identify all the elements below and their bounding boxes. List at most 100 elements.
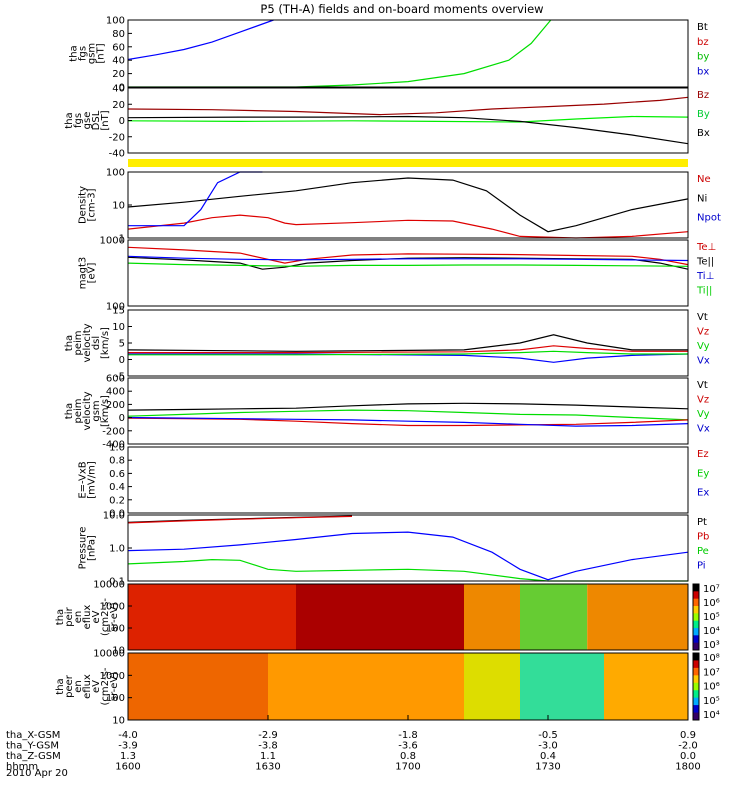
- y-tick-label: 0.0: [109, 509, 125, 520]
- y-tick-label: 60: [112, 42, 125, 53]
- colorbar-tick-label: 10⁶: [703, 598, 720, 609]
- xaxis-value: 1.1: [260, 751, 276, 762]
- legend-Te||: Te||: [696, 257, 714, 268]
- colorbar-tick-label: 10⁶: [703, 682, 720, 693]
- y-tick-label: 0.8: [109, 456, 125, 467]
- y-axis-label: velocity: [82, 323, 93, 362]
- xaxis-value: -3.9: [118, 741, 138, 752]
- y-tick-label: 10.0: [103, 511, 125, 522]
- y-axis-label: [km/s]: [100, 395, 111, 427]
- y-axis-label: velocity: [82, 391, 93, 430]
- xaxis-row-label: tha_Z-GSM: [6, 751, 61, 762]
- xaxis-value: -3.8: [258, 741, 278, 752]
- y-axis-label: tha: [55, 609, 66, 625]
- colorbar-tick-label: 10⁸: [703, 653, 720, 664]
- y-axis-label: tha: [64, 403, 75, 419]
- legend-Vx: Vx: [697, 356, 710, 367]
- y-axis-label: en: [73, 611, 84, 624]
- colorbar-segment: [693, 705, 699, 714]
- y-tick-label: 100: [106, 16, 125, 27]
- colorbar-segment: [693, 635, 699, 644]
- xaxis-value: -4.0: [118, 730, 138, 741]
- series-Vt: [127, 334, 688, 352]
- legend-By: By: [697, 109, 710, 120]
- legend-Ti||: Ti||: [696, 286, 712, 297]
- y-tick-label: 400: [106, 387, 125, 398]
- colorbar: 10⁷ 10⁶ 10⁵ 10⁴ 10³: [692, 583, 720, 651]
- series-bx: [127, 19, 274, 61]
- legend-Vz: Vz: [697, 395, 709, 406]
- colorbar-segment: [693, 620, 699, 629]
- y-tick-label: 10: [112, 322, 125, 333]
- series-Ni: [127, 177, 689, 233]
- series-Vy: [128, 350, 688, 356]
- y-tick-label: 20: [112, 100, 125, 111]
- y-tick-label: 0.4: [109, 482, 125, 493]
- y-tick-label: 100: [106, 693, 125, 704]
- xaxis-value: 0.0: [680, 751, 696, 762]
- y-axis-label: [nPa]: [87, 535, 98, 561]
- panel-efield: 1.0 0.8 0.6 0.4 0.2 0.0 E=-VxB[mV/m] Ez Ey Ex: [78, 443, 710, 520]
- legend-Bz: Bz: [697, 90, 709, 101]
- plot-title: P5 (TH-A) fields and on-board moments ov…: [260, 2, 543, 16]
- panel-frame: [127, 514, 689, 582]
- colorbar-tick-label: 10³: [703, 640, 720, 651]
- colorbar-tick-label: 10⁷: [703, 584, 720, 595]
- y-axis-label: peim: [73, 398, 84, 423]
- y-tick-label: -5: [115, 372, 125, 383]
- spectrogram-region: [128, 653, 268, 720]
- legend-Ez: Ez: [697, 449, 709, 460]
- series-Te⊥: [127, 246, 689, 266]
- series-Bx: [127, 115, 689, 145]
- date-label: 2010 Apr 20: [6, 768, 68, 779]
- y-axis-label: eV: [91, 680, 102, 693]
- panel-ion-spectrogram: 10⁷ 10⁶ 10⁵ 10⁴ 10³ 10000 1000 100 10 thapeirenef…: [55, 580, 720, 657]
- legend-Te⊥: Te⊥: [696, 242, 716, 253]
- series-Vt: [127, 402, 689, 411]
- legend-Vy: Vy: [697, 341, 710, 352]
- colorbar-segment: [693, 584, 699, 592]
- series-Vx: [127, 416, 689, 427]
- panel-frame: [127, 377, 689, 445]
- colorbar-segment: [693, 667, 699, 676]
- xaxis-value: 1600: [115, 762, 140, 773]
- y-tick-label: 100: [106, 168, 125, 179]
- y-tick-label: 0: [119, 413, 125, 424]
- y-tick-label: -40: [109, 149, 125, 160]
- series-Npot: [128, 171, 263, 227]
- y-tick-label: 15: [112, 306, 125, 317]
- y-axis-label: (cm2-s-: [100, 667, 111, 705]
- xaxis-value: 0.4: [540, 751, 556, 762]
- y-axis-label: peim: [73, 330, 84, 355]
- colorbar-tick-label: 10⁴: [703, 710, 720, 721]
- colorbar-segment: [693, 690, 699, 699]
- colorbar-segment: [693, 712, 699, 721]
- y-tick-label: 200: [106, 400, 125, 411]
- xaxis-value: 1800: [675, 762, 700, 773]
- y-tick-label: 0.1: [109, 577, 125, 588]
- xaxis-row-label: hhmm: [6, 762, 38, 773]
- y-tick-label: 80: [112, 29, 125, 40]
- legend-Ey: Ey: [697, 468, 709, 479]
- xaxis-value: -2.9: [258, 730, 278, 741]
- y-tick-label: 1.0: [109, 544, 125, 555]
- series-Pi: [127, 531, 689, 581]
- spectrogram-region: [268, 653, 464, 720]
- y-tick-label: 10000: [93, 580, 125, 591]
- y-axis-label: DSL: [91, 110, 102, 130]
- legend-Vy: Vy: [697, 409, 710, 420]
- y-axis-label: gsm: [91, 400, 102, 421]
- series-By: [127, 115, 689, 123]
- y-tick-label: 20: [112, 69, 125, 80]
- y-tick-label: 1: [119, 234, 125, 245]
- legend-Ti⊥: Ti⊥: [696, 271, 714, 282]
- series-Vy: [127, 409, 689, 421]
- y-tick-label: 0: [119, 83, 125, 94]
- series-Pb: [127, 515, 353, 524]
- panel-frame: [127, 239, 689, 307]
- colorbar-segment: [693, 697, 699, 706]
- legend-Pi: Pi: [697, 561, 706, 572]
- series-Ti||: [127, 262, 689, 267]
